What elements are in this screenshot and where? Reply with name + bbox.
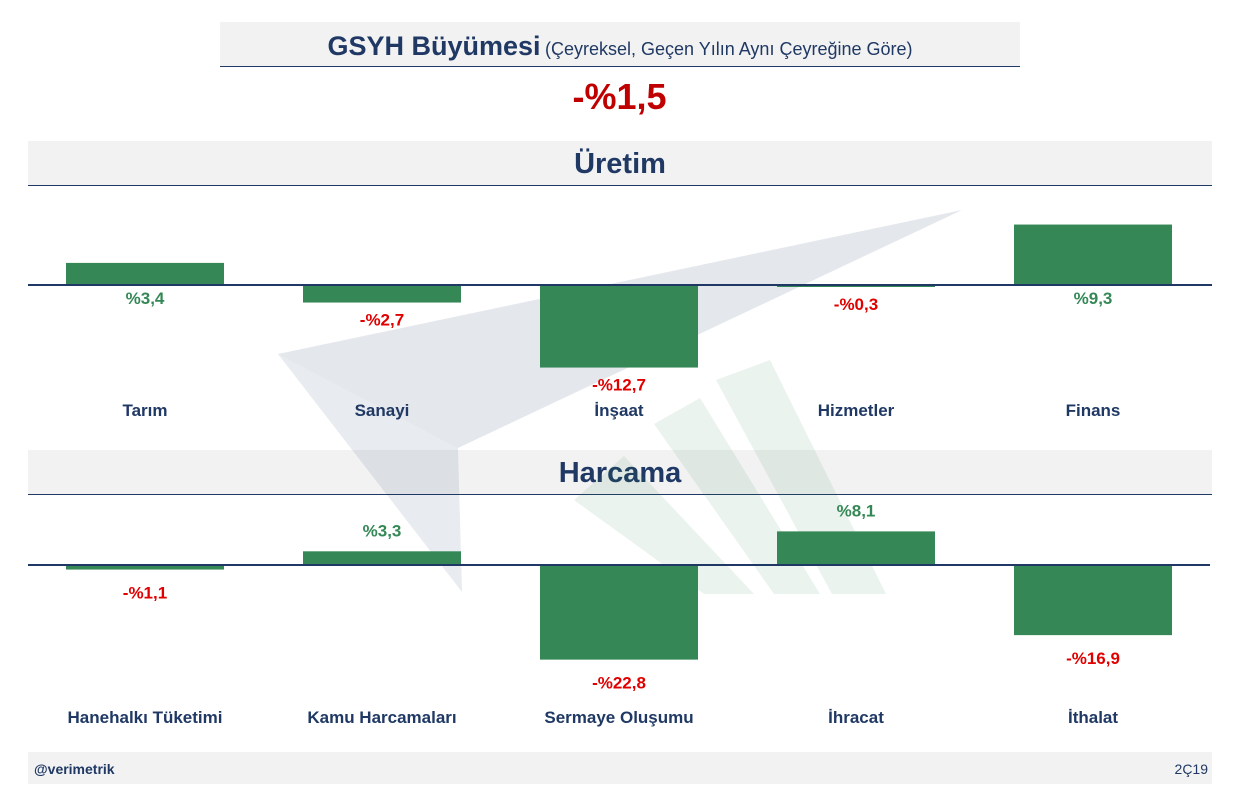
value-label-1-3: %8,1 bbox=[837, 501, 876, 520]
value-label-1-1: %3,3 bbox=[363, 521, 402, 540]
footer-period: 2Ç19 bbox=[1174, 761, 1208, 777]
bar-0-1 bbox=[303, 285, 461, 303]
category-label-1-2: Sermaye Oluşumu bbox=[544, 708, 693, 727]
category-label-1-1: Kamu Harcamaları bbox=[307, 708, 456, 727]
category-label-1-3: İhracat bbox=[828, 708, 884, 727]
value-label-0-3: -%0,3 bbox=[834, 295, 878, 314]
value-label-0-4: %9,3 bbox=[1074, 289, 1113, 308]
footer-handle: @verimetrik bbox=[34, 761, 115, 777]
chart-subtitle: (Çeyreksel, Geçen Yılın Aynı Çeyreğine G… bbox=[545, 39, 913, 59]
bar-1-1 bbox=[303, 551, 461, 565]
chart-uretim: %3,4 Tarım -%2,7 Sanayi -%12,7 İnşaat -%0,3 Hiz… bbox=[28, 224, 1212, 420]
value-label-0-2: -%12,7 bbox=[592, 376, 646, 395]
value-label-1-4: -%16,9 bbox=[1066, 649, 1120, 668]
title-box: GSYH Büyümesi (Çeyreksel, Geçen Yılın Ay… bbox=[220, 22, 1020, 67]
chart-title: GSYH Büyümesi bbox=[327, 31, 541, 61]
bar-1-3 bbox=[777, 531, 935, 565]
footer-bar: @verimetrik 2Ç19 bbox=[28, 752, 1212, 784]
section-title-harcama: Harcama bbox=[28, 450, 1212, 495]
category-label-0-2: İnşaat bbox=[594, 401, 643, 420]
bar-0-4 bbox=[1014, 224, 1172, 285]
headline-growth-value: -%1,5 bbox=[572, 76, 667, 117]
value-label-1-2: -%22,8 bbox=[592, 674, 646, 693]
category-label-1-0: Hanehalkı Tüketimi bbox=[68, 708, 223, 727]
chart-harcama: -%1,1 Hanehalkı Tüketimi %3,3 Kamu Harcamal… bbox=[28, 501, 1210, 727]
value-label-0-1: -%2,7 bbox=[360, 311, 404, 330]
category-label-0-0: Tarım bbox=[122, 401, 167, 420]
category-label-0-3: Hizmetler bbox=[818, 401, 895, 420]
section-title-uretim: Üretim bbox=[28, 141, 1212, 186]
bar-0-2 bbox=[540, 285, 698, 368]
bar-1-4 bbox=[1014, 565, 1172, 636]
category-label-0-1: Sanayi bbox=[355, 401, 410, 420]
bar-0-0 bbox=[66, 262, 224, 285]
bar-1-0 bbox=[66, 565, 224, 570]
value-label-1-0: -%1,1 bbox=[123, 584, 167, 603]
value-label-0-0: %3,4 bbox=[126, 289, 165, 308]
category-label-1-4: İthalat bbox=[1068, 708, 1118, 727]
category-label-0-4: Finans bbox=[1066, 401, 1121, 420]
bar-1-2 bbox=[540, 565, 698, 660]
